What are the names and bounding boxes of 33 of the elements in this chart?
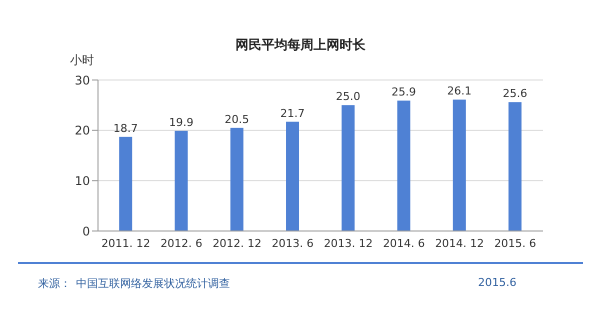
data-label: 25.0 [336, 90, 360, 104]
x-tick-label: 2012. 12 [212, 236, 262, 250]
y-tick-label: 10 [74, 174, 90, 188]
y-tick-label: 30 [74, 73, 90, 88]
bar [119, 136, 132, 231]
data-label: 19.9 [169, 116, 194, 129]
data-label: 25.6 [502, 87, 528, 100]
x-tick-label: 2013. 6 [272, 236, 314, 250]
bar [397, 100, 410, 231]
bar [452, 100, 466, 231]
bar [342, 105, 355, 231]
bar [174, 130, 188, 231]
text: 2015.6 [478, 276, 516, 289]
bar [230, 128, 244, 231]
x-tick-label: 2015. 6 [494, 236, 536, 250]
bar [508, 102, 522, 231]
data-label: 21.7 [280, 106, 305, 120]
y-tick-label: 20 [74, 124, 90, 138]
data-label: 26.1 [447, 84, 472, 98]
data-label: 25.9 [392, 86, 416, 99]
x-tick-label: 2014. 6 [382, 236, 425, 250]
source-note: 来源： [38, 276, 71, 291]
text: 中国互联网络发展状况统计调查 [76, 276, 230, 291]
data-label: 20.5 [224, 112, 250, 126]
chart-title: 网民平均每周上网时长 [234, 37, 366, 54]
x-tick-label: 2014. 12 [435, 236, 484, 250]
x-tick-label: 2012. 6 [160, 236, 202, 250]
y-axis-title: 小时 [70, 52, 94, 69]
x-tick-label: 2011. 12 [101, 236, 150, 250]
data-label: 18.7 [113, 122, 138, 135]
x-tick-label: 2013. 12 [324, 236, 373, 250]
y-tick-label: 0 [82, 224, 90, 238]
bar [286, 122, 300, 231]
